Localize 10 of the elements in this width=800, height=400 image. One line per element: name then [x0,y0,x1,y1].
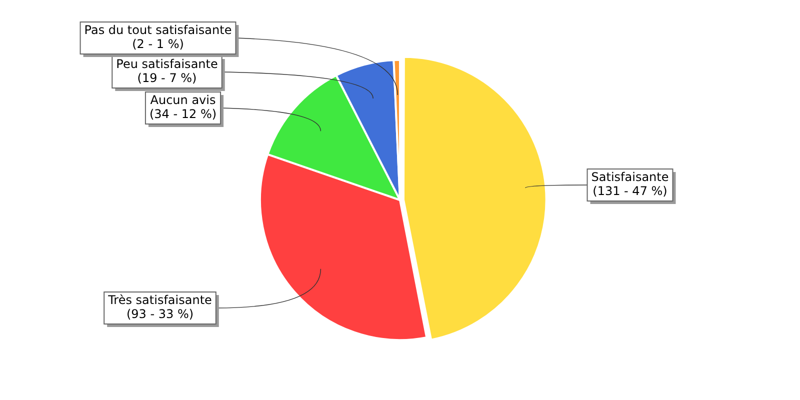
data-label: (93 - 33 %) [126,307,194,322]
data-label: (2 - 1 %) [132,37,184,52]
data-label: (131 - 47 %) [592,184,668,198]
slice-label: Pas du tout satisfaisante [84,23,232,38]
slice-label: Aucun avis [150,93,216,108]
slice-label: Peu satisfaisante [116,57,218,72]
slice-label: Satisfaisante [591,170,669,184]
data-label: (34 - 12 %) [149,107,217,122]
data-label: (19 - 7 %) [137,71,197,86]
slice-label: Très satisfaisante [107,293,212,308]
